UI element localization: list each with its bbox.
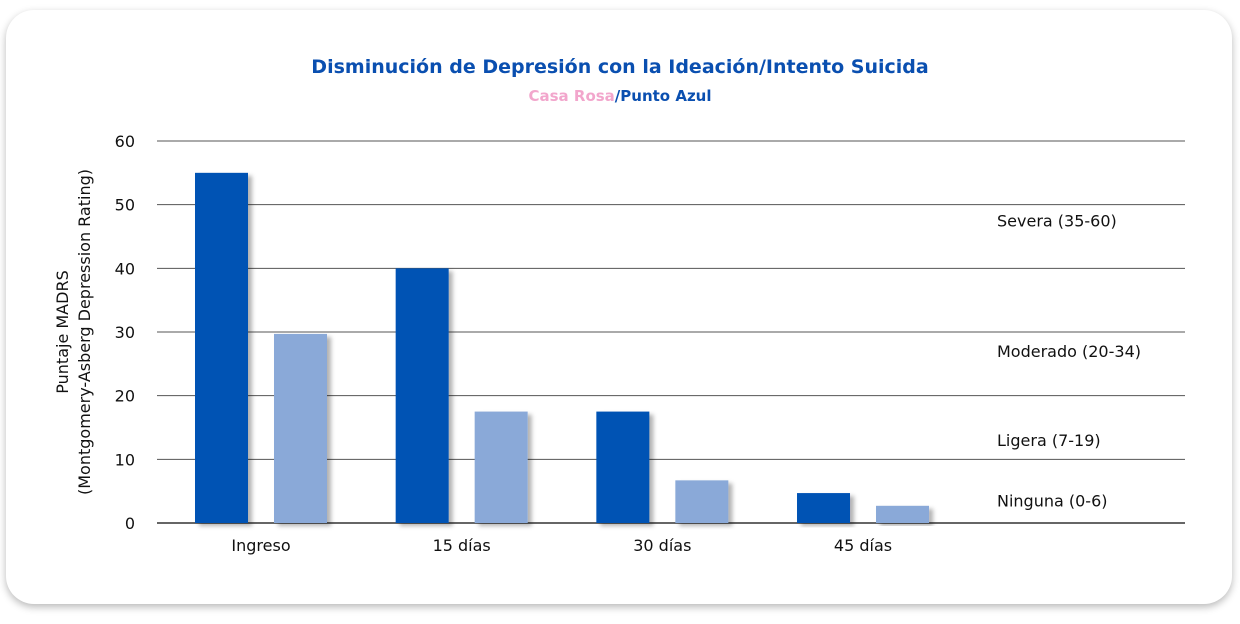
y-axis-ticks: 0 10 20 30 40 50 60 [115,132,135,533]
y-tick-label: 10 [115,450,135,469]
x-axis-categories: Ingreso 15 días 30 días 45 días [231,536,892,555]
x-category-label: Ingreso [231,536,290,555]
bar [395,268,449,523]
bar [195,172,248,524]
y-tick-label: 40 [115,259,135,278]
chart-subtitle: Casa Rosa/Punto Azul [0,87,1240,105]
y-tick-label: 20 [115,387,135,406]
bar [797,493,851,523]
x-category-label: 15 días [433,536,491,555]
y-axis-label: Puntaje MADRS (Montgomery-Asberg Depress… [53,169,94,495]
y-axis-label-line-2: (Montgomery-Asberg Depression Rating) [75,169,94,495]
x-category-label: 30 días [633,536,691,555]
subtitle-series-a: Casa Rosa [528,87,615,105]
bar [675,480,729,523]
severity-band-label: Ninguna (0-6) [997,492,1108,511]
bar [876,505,930,523]
y-tick-label: 30 [115,323,135,342]
severity-band-label: Ligera (7-19) [997,431,1101,450]
severity-band-labels: Severa (35-60) Moderado (20-34) Ligera (7-… [997,212,1141,511]
x-category-label: 45 días [834,536,892,555]
y-axis-label-line-1: Puntaje MADRS [53,270,72,393]
severity-band-label: Moderado (20-34) [997,342,1141,361]
y-tick-label: 60 [115,132,135,151]
bar [596,411,650,523]
y-tick-label: 0 [125,514,135,533]
bars [195,172,930,524]
bar [274,333,327,523]
y-tick-label: 50 [115,196,135,215]
grid-lines [157,140,1185,524]
bar [474,411,528,523]
subtitle-series-b: Punto Azul [620,87,712,105]
severity-band-label: Severa (35-60) [997,212,1117,231]
chart-title: Disminución de Depresión con la Ideación… [311,56,929,78]
subtitle-separator: / [614,87,621,105]
